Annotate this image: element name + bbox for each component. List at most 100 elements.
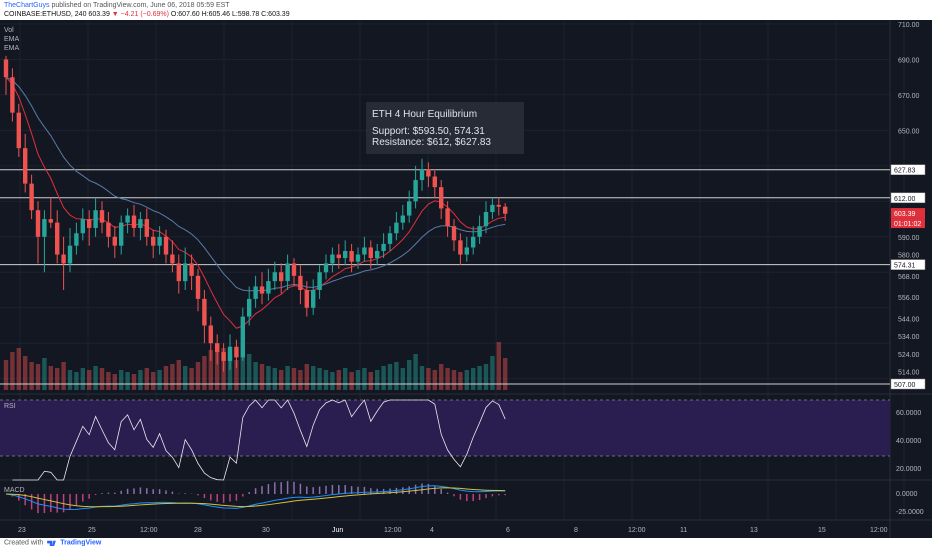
price-axis-label: 568.00 [898,274,920,281]
volume-bar [490,356,495,390]
candle-body [61,254,66,264]
candle-body [368,247,373,259]
candle-body [285,263,290,282]
time-axis-label: 13 [750,527,758,534]
created-with: Created with TradingView [4,539,101,546]
price-tag-label: 01:01:02 [894,221,921,228]
volume-bar [99,368,105,390]
volume-bar [291,368,297,390]
candle-body [291,263,297,276]
volume-bar [234,360,239,390]
level-tag-bg [890,378,926,390]
candle-body [163,236,169,255]
volume-bar [112,374,117,390]
candle-body [10,77,15,113]
volume-bar [419,366,425,390]
macd-axis-label: -25.0000 [896,509,924,516]
volume-bar [3,360,9,390]
candle-body [157,236,162,246]
candle-body [413,180,418,202]
candle-body [483,211,489,227]
volume-bar [317,368,322,390]
annotation-resistance: Resistance: $612, $627.83 [372,137,491,148]
price-tag-label: 603.39 [894,211,916,218]
annotation-title: ETH 4 Hour Equilibrium [372,109,477,120]
candle-body [29,183,34,211]
candle-body [125,215,130,223]
volume-bar [464,370,469,390]
volume-bar [336,370,341,390]
volume-bar [67,370,73,390]
volume-bar [477,366,482,390]
candle-body [439,187,444,209]
volume-bar [157,370,162,390]
time-axis-label: 12:00 [870,527,888,534]
volume-bar [439,364,444,390]
volume-bar [23,356,28,390]
rsi-band [0,400,890,456]
indicator-legend: EMA [4,45,20,52]
volume-bar [183,366,188,390]
author-link[interactable]: TheChartGuys [4,2,50,9]
macd-axis-label: 0.0000 [896,491,918,498]
rsi-line [12,399,506,481]
candle-body [55,222,60,255]
volume-bar [458,372,463,390]
candle-body [67,245,73,264]
price-axis-label: 650.00 [898,128,920,135]
level-tag-bg [890,259,926,270]
candle-body [451,226,457,241]
volume-bar [93,366,98,390]
volume-bar [298,370,303,390]
annotation-box [366,102,524,154]
volume-bar [400,368,405,390]
candle-body [381,243,386,251]
price-axis-label: 690.00 [898,57,920,64]
brand-link[interactable]: TradingView [60,539,102,547]
candle-body [496,204,501,207]
time-axis-label: 11 [680,527,687,534]
candle-body [279,272,284,282]
volume-bar [368,372,373,390]
candle-body [266,281,271,294]
volume-bar [355,370,361,390]
volume-bar [323,370,329,390]
price-axis-label: 710.00 [898,22,920,29]
candle-body [471,236,476,248]
level-tag-bg [890,192,926,204]
volume-bar [311,366,316,390]
volume-bar [170,364,175,390]
price-axis-label: 590.00 [898,235,920,242]
candle-body [330,254,335,264]
volume-bar [330,372,335,390]
candle-body [419,169,425,181]
signal-line [5,487,506,508]
chart-area[interactable]: ETH 4 Hour Equilibrium Support: $593.50, … [0,20,932,538]
candle-body [93,210,98,228]
volume-bar [471,368,476,390]
volume-bar [42,358,47,390]
time-axis-label: Jun [332,527,343,534]
price-tag-bg [891,218,925,229]
time-axis-label: 4 [430,527,434,534]
level-tag-label: 627.83 [894,168,916,175]
volume-bar [74,372,79,390]
volume-bar [407,360,412,390]
rsi-axis-label: 60.0000 [896,410,921,417]
chart-svg[interactable]: ETH 4 Hour Equilibrium Support: $593.50, … [0,20,932,538]
volume-bar [195,362,201,390]
volume-bar [131,374,137,390]
candle-body [144,219,149,237]
candle-body [343,250,348,259]
candle-body [240,316,245,358]
volume-bar [426,368,431,390]
candle-body [349,250,354,262]
volume-bar [343,368,348,390]
level-tag-label: 574.31 [894,263,916,270]
candle-body [202,298,207,326]
candle-body [99,210,105,223]
candle-body [445,208,450,227]
time-axis-label: 6 [506,527,510,534]
candle-body [74,233,79,246]
price-change: ▼ −4.21 (−0.69%) [111,11,169,18]
